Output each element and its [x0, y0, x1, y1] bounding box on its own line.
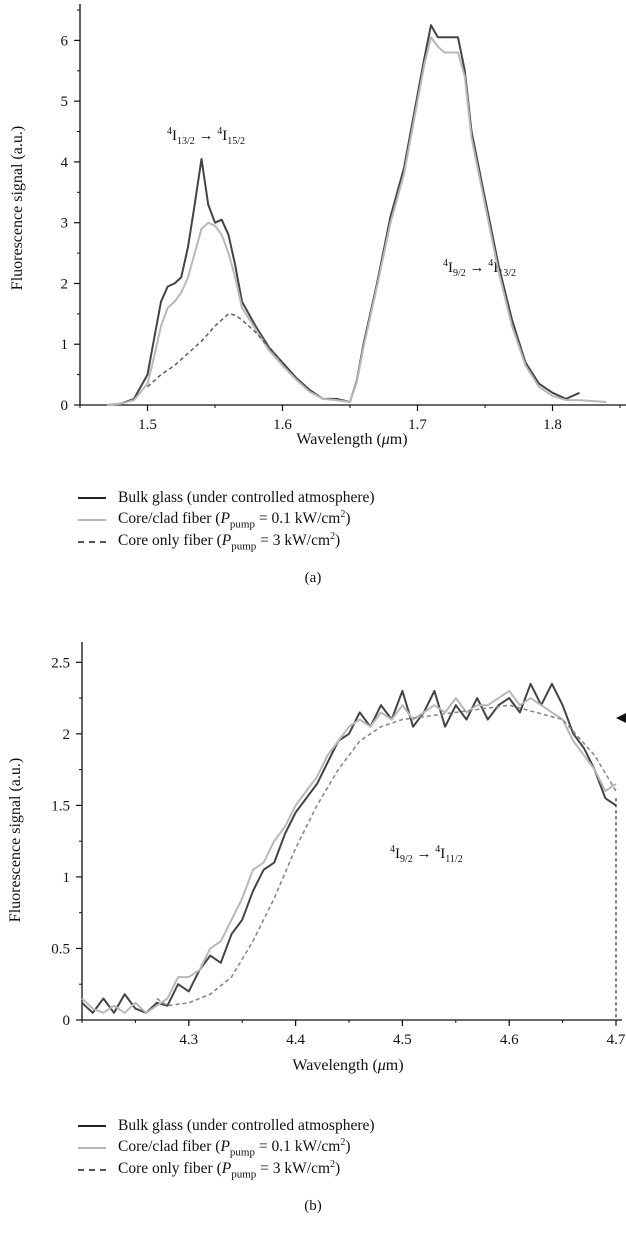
y-tick-label: 0	[61, 398, 69, 414]
y-tick-label: 2	[63, 727, 71, 743]
y-axis-label: Fluorescence signal (a.u.)	[9, 126, 26, 290]
legend-swatch-solid-dark	[78, 1125, 106, 1127]
legend-swatch-dashed	[78, 541, 106, 543]
x-tick-label: 1.7	[408, 417, 427, 433]
y-tick-label: 1.5	[51, 798, 70, 814]
x-tick-label: 1.6	[273, 417, 292, 433]
legend-item-bulk: Bulk glass (under controlled atmosphere)	[78, 487, 375, 509]
legend-swatch-solid-light	[78, 1147, 106, 1149]
x-tick-label: 4.4	[286, 1032, 305, 1048]
y-tick-label: 0	[63, 1013, 71, 1029]
series-line-1	[106, 24, 580, 406]
legend-label-core: Core only fiber (Ppump = 3 kW/cm2)	[118, 1159, 341, 1181]
transition-label-9-13: 4I9/2 → 4I13/2	[443, 258, 516, 279]
chart-b: Fluorescence signal (a.u.) Wavelength (μ…	[7, 642, 626, 1074]
transition-label-13-15: 4I13/2 → 4I15/2	[167, 126, 245, 147]
x-tick-label: 4.5	[393, 1032, 412, 1048]
legend-item-core: Core only fiber (Ppump = 3 kW/cm2)	[78, 531, 375, 553]
legend-item-bulk: Bulk glass (under controlled atmosphere)	[78, 1115, 375, 1137]
y-tick-label: 1	[61, 337, 69, 353]
series-line-2	[81, 689, 617, 1014]
chart-a: Fluorescence signal (a.u.) Wavelength (μ…	[9, 4, 626, 448]
legend-swatch-solid-light	[78, 519, 106, 521]
x-axis-label: Wavelength (μm)	[296, 431, 407, 448]
legend-swatch-solid-dark	[78, 497, 106, 499]
y-tick-label: 2.5	[51, 655, 70, 671]
legend-label-core: Core only fiber (Ppump = 3 kW/cm2)	[118, 531, 341, 553]
y-tick-label: 0.5	[51, 941, 70, 957]
legend-swatch-dashed	[78, 1169, 106, 1171]
x-tick-label: 4.3	[179, 1032, 198, 1048]
x-tick-label: 1.8	[543, 417, 562, 433]
legend-item-clad: Core/clad fiber (Ppump = 0.1 kW/cm2)	[78, 1137, 375, 1159]
y-tick-label: 1	[63, 870, 71, 886]
arrow-marker-icon	[616, 713, 626, 723]
y-tick-label: 6	[61, 33, 69, 49]
legend-a: Bulk glass (under controlled atmosphere)…	[78, 487, 375, 553]
legend-label-clad: Core/clad fiber (Ppump = 0.1 kW/cm2)	[118, 1137, 351, 1159]
legend-b: Bulk glass (under controlled atmosphere)…	[78, 1115, 375, 1181]
y-tick-label: 5	[61, 94, 69, 110]
transition-label-9-11: 4I9/2 → 4I11/2	[390, 844, 463, 865]
legend-item-clad: Core/clad fiber (Ppump = 0.1 kW/cm2)	[78, 509, 375, 531]
x-tick-label: 1.5	[138, 417, 157, 433]
x-tick-label: 4.7	[607, 1032, 626, 1048]
series-line-3	[146, 313, 284, 388]
legend-label-bulk: Bulk glass (under controlled atmosphere)	[118, 489, 375, 506]
legend-item-core: Core only fiber (Ppump = 3 kW/cm2)	[78, 1159, 375, 1181]
x-tick-label: 4.6	[500, 1032, 519, 1048]
panel-a-caption: (a)	[304, 570, 322, 586]
y-tick-label: 3	[61, 216, 69, 232]
x-axis-label: Wavelength (μm)	[292, 1057, 403, 1074]
legend-label-clad: Core/clad fiber (Ppump = 0.1 kW/cm2)	[118, 509, 351, 531]
y-tick-label: 4	[61, 155, 69, 171]
series-line-2	[106, 36, 607, 406]
legend-label-bulk: Bulk glass (under controlled atmosphere)	[118, 1117, 375, 1134]
y-axis-label: Fluorescence signal (a.u.)	[7, 758, 24, 922]
series-line-3	[156, 704, 617, 1007]
series-line-1	[81, 682, 617, 1014]
panel-b-caption: (b)	[304, 1198, 322, 1214]
y-tick-label: 2	[61, 276, 69, 292]
